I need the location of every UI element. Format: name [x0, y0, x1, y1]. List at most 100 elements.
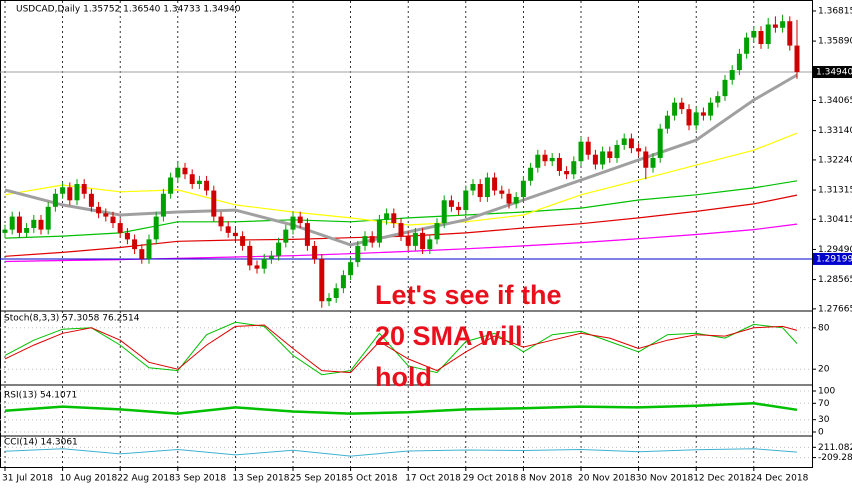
- candle-body: [146, 239, 152, 259]
- chart-title: USDCAD,Daily 1.35752 1.36540 1.34733 1.3…: [16, 5, 241, 15]
- y-tick-label: 1.28565: [818, 275, 852, 285]
- candle-body: [117, 223, 123, 233]
- price-level-box: [813, 66, 852, 79]
- y-tick-label: 1.30415: [818, 215, 852, 225]
- candle-body: [708, 102, 714, 116]
- candle-body: [700, 112, 706, 116]
- candle-body: [319, 258, 325, 302]
- price-level-box: [813, 252, 852, 265]
- y-tick-label: 1.34065: [818, 96, 852, 106]
- x-tick-label: 24 Dec 2018: [751, 474, 809, 484]
- candle-body: [765, 24, 771, 45]
- candle-body: [592, 154, 598, 165]
- candle-body: [441, 200, 447, 224]
- candle-body: [772, 24, 778, 28]
- candle-body: [650, 157, 656, 168]
- candle-body: [247, 245, 253, 266]
- price-level-label: 1.29199: [816, 254, 852, 264]
- candle-body: [492, 177, 498, 191]
- candle-body: [693, 112, 699, 126]
- candle-body: [254, 265, 260, 269]
- x-tick-label: 17 Oct 2018: [405, 474, 461, 484]
- candle-body: [139, 249, 145, 259]
- candle-body: [24, 227, 30, 233]
- candle-body: [751, 31, 757, 38]
- candle-body: [268, 255, 274, 259]
- y-tick-label: 1.27665: [818, 304, 852, 314]
- candle-body: [160, 193, 166, 217]
- candle-body: [736, 53, 742, 71]
- indicator-line: [4, 180, 798, 239]
- annotation: hold: [375, 362, 432, 392]
- candle-body: [664, 115, 670, 129]
- candle-body: [448, 200, 454, 207]
- y-tick-label: 211.0827: [818, 443, 852, 453]
- indicator-line: [4, 402, 798, 415]
- plot-frame: [0, 0, 813, 468]
- candle-body: [52, 193, 58, 207]
- candle-body: [312, 245, 318, 259]
- candle-body: [67, 187, 73, 201]
- candle-body: [556, 157, 562, 171]
- candle-body: [60, 187, 66, 194]
- candle-body: [326, 297, 332, 302]
- candle-body: [628, 138, 634, 149]
- indicator-line: [4, 321, 798, 376]
- candle-body: [182, 167, 188, 175]
- candle-body: [38, 219, 44, 230]
- candle-body: [196, 180, 202, 185]
- x-tick-label: 20 Nov 2018: [578, 474, 636, 484]
- candle-body: [535, 154, 541, 168]
- candle-body: [506, 193, 512, 204]
- y-tick-label: 20: [818, 365, 830, 375]
- candle-body: [722, 79, 728, 97]
- candle-body: [110, 216, 116, 224]
- candle-body: [340, 275, 346, 289]
- annotation: 20 SMA will: [375, 321, 523, 351]
- x-tick-label: 12 Dec 2018: [693, 474, 751, 484]
- candle-body: [528, 167, 534, 181]
- candle-body: [578, 141, 584, 162]
- candle-body: [758, 31, 764, 45]
- panel-title: Stoch(8,3,3) 57.3058 76.2514: [4, 314, 140, 324]
- candle-body: [420, 232, 426, 250]
- candle-body: [729, 70, 735, 80]
- candle-body: [283, 229, 289, 243]
- x-tick-label: 10 Aug 2018: [60, 474, 118, 484]
- indicator-line: [4, 448, 798, 457]
- candle-body: [636, 148, 642, 152]
- candle-body: [564, 171, 570, 175]
- candle-body: [607, 151, 613, 158]
- candle-body: [204, 180, 210, 191]
- candle-body: [715, 96, 721, 103]
- candle-body: [794, 45, 800, 73]
- candle-body: [348, 262, 354, 276]
- candle-body: [542, 154, 548, 162]
- y-tick-label: 80: [818, 323, 830, 333]
- candle-body: [81, 184, 87, 194]
- candle-body: [434, 223, 440, 240]
- panel-title: RSI(13) 54.1071: [4, 391, 77, 401]
- indicator-line: [4, 324, 798, 374]
- candle-body: [103, 213, 109, 217]
- y-tick-label: -209.2821: [818, 453, 852, 463]
- candle-body: [549, 157, 555, 162]
- candle-body: [744, 37, 750, 54]
- candle-body: [189, 174, 195, 185]
- y-tick-label: 1.35890: [818, 37, 852, 47]
- candle-body: [391, 213, 397, 224]
- candle-body: [240, 236, 246, 246]
- candle-body: [787, 21, 793, 46]
- annotation: Let's see if the: [375, 280, 561, 310]
- candle-body: [31, 219, 37, 228]
- candle-body: [600, 151, 606, 165]
- candle-body: [74, 184, 80, 201]
- candle-body: [290, 216, 296, 230]
- candle-body: [153, 216, 159, 240]
- candle-body: [427, 239, 433, 250]
- candle-body: [643, 151, 649, 168]
- candle-body: [780, 21, 786, 28]
- candle-body: [276, 242, 282, 256]
